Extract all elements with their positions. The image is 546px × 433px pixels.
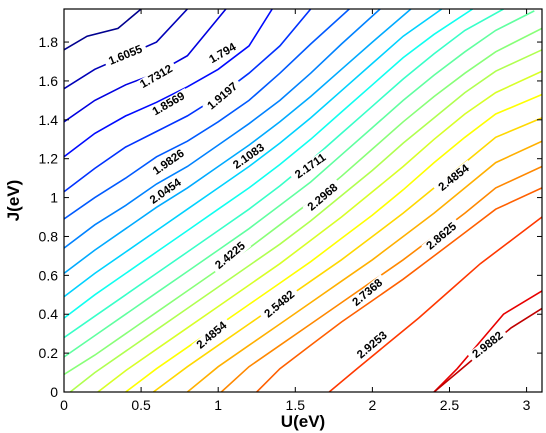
- x-tick-label-0: 0: [60, 397, 68, 413]
- contour-line-9: [64, 9, 474, 319]
- contour-label-bg-16: [351, 326, 393, 364]
- contour-label-15: 2.8625: [424, 220, 459, 252]
- x-tick-label-4: 2: [368, 397, 376, 413]
- contour-line-19: [256, 187, 542, 392]
- x-tick-label-6: 3: [523, 397, 531, 413]
- contour-label-5: 1.9826: [151, 148, 187, 178]
- contour-label-bg-7: [227, 139, 271, 175]
- contour-line-5: [64, 9, 350, 220]
- contour-label-9: 2.2968: [306, 181, 341, 213]
- contour-line-20: [328, 216, 542, 392]
- contour-label-17: 2.9882: [470, 330, 505, 361]
- y-tick-label-0: 0: [50, 384, 58, 400]
- contour-label-bg-9: [302, 178, 344, 217]
- contour-label-4: 1.9197: [205, 81, 240, 113]
- contour-label-bg-4: [202, 77, 244, 116]
- contour-label-bg-12: [259, 285, 301, 324]
- contour-label-3: 1.8569: [151, 90, 187, 118]
- contour-line-17: [186, 140, 542, 392]
- y-axis-title: J(eV): [4, 180, 23, 222]
- contour-label-bg-0: [103, 41, 149, 70]
- contour-line-13: [69, 49, 542, 392]
- plot-frame: [63, 8, 543, 393]
- y-tick-label-9: 1.8: [39, 34, 59, 50]
- contour-label-bg-14: [433, 159, 475, 197]
- x-tick-label-5: 2.5: [440, 397, 460, 413]
- contour-line-2: [64, 9, 227, 123]
- contour-label-bg-10: [209, 237, 252, 275]
- contour-line-15: [125, 93, 542, 392]
- contour-line-7: [64, 9, 412, 275]
- contour-label-bg-6: [144, 174, 188, 210]
- contour-label-bg-13: [347, 274, 389, 312]
- y-tick-label-6: 1.2: [39, 151, 59, 167]
- y-tick-label-8: 1.6: [39, 73, 59, 89]
- y-tick-label-5: 1: [50, 190, 58, 206]
- contour-label-bg-1: [134, 60, 179, 94]
- x-tick-label-2: 1: [214, 397, 222, 413]
- y-axis-ticks: 0 0.2 0.4 0.6 0.8 1 1.2 1.4 1.6 1.8: [39, 34, 542, 400]
- contour-label-bg-8: [289, 149, 333, 184]
- contour-line-21: [433, 290, 542, 392]
- contour-line-11: [64, 10, 535, 358]
- contour-label-11: 2.4854: [195, 319, 230, 351]
- contour-label-bg-11: [191, 317, 233, 355]
- y-tick-label-4: 0.8: [39, 228, 59, 244]
- contour-label-1: 1.7312: [138, 63, 174, 91]
- x-axis-ticks: 0 0.5 1 1.5 2 2.5 3: [60, 9, 531, 413]
- x-axis-title: U(eV): [281, 412, 325, 431]
- contour-line-6: [64, 9, 381, 249]
- y-tick-label-2: 0.4: [39, 306, 59, 322]
- contour-label-bg-3: [146, 88, 191, 121]
- contour-label-bg-15: [421, 217, 463, 256]
- contour-label-bg-2: [203, 39, 242, 69]
- contour-line-8: [64, 9, 443, 298]
- contour-label-14: 2.4854: [437, 162, 473, 193]
- contour-label-bg-17: [467, 327, 509, 364]
- contour-line-10: [64, 9, 504, 339]
- y-tick-label-7: 1.4: [39, 112, 59, 128]
- contour-label-10: 2.4225: [213, 240, 248, 272]
- contour-line-0: [64, 9, 142, 51]
- x-tick-label-1: 0.5: [131, 397, 151, 413]
- contour-line-14: [97, 70, 542, 392]
- contour-line-4: [64, 9, 312, 193]
- contour-line-12: [64, 27, 542, 376]
- contour-label-0: 1.6055: [107, 43, 145, 68]
- contour-lines: [64, 9, 542, 392]
- x-tick-label-3: 1.5: [286, 397, 306, 413]
- y-tick-label-1: 0.2: [39, 345, 59, 361]
- contour-label-bg-5: [147, 145, 191, 181]
- contour-label-2: 1.794: [207, 41, 238, 66]
- y-tick-label-3: 0.6: [39, 267, 59, 283]
- contour-label-8: 2.1711: [293, 151, 329, 181]
- contour-line-3: [64, 9, 273, 158]
